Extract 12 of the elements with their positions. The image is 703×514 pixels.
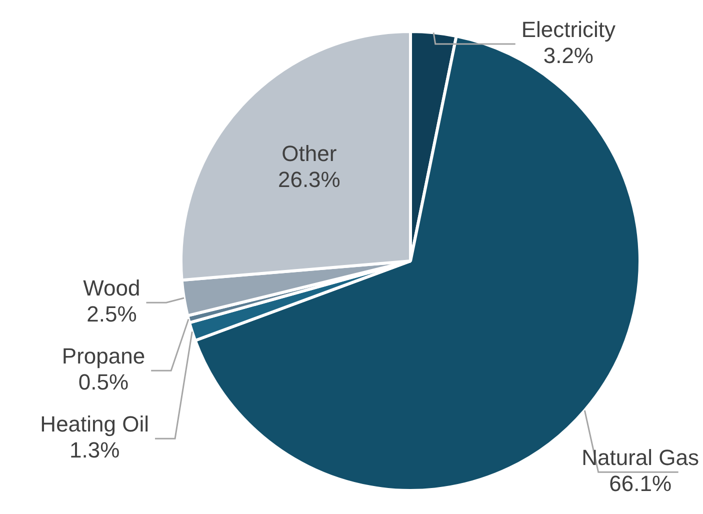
slice-label: Heating Oil [40, 412, 150, 437]
slice-label: Electricity [521, 17, 616, 42]
data-label: 0.5% [78, 370, 129, 395]
data-label: 2.5% [86, 302, 137, 327]
slice-label: Propane [62, 344, 146, 369]
data-label: 3.2% [543, 43, 594, 68]
slice-label: Natural Gas [582, 445, 700, 470]
data-label: 1.3% [70, 438, 120, 463]
data-label: 26.3% [278, 166, 340, 192]
data-label: 66.1% [609, 471, 672, 496]
slice-label: Wood [83, 276, 140, 301]
slice-label: Other [282, 140, 337, 166]
